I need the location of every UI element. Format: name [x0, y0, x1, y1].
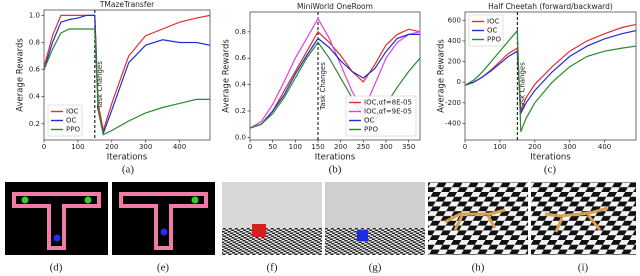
series-line [43, 14, 211, 131]
x-tick-label: 200 [528, 143, 541, 151]
tmaze-image [5, 182, 108, 255]
x-tick-label: 200 [334, 143, 347, 151]
legend-label: IOC [487, 18, 500, 26]
x-tick-label: 100 [493, 143, 506, 151]
legend-label: IOC [66, 108, 79, 116]
series-line [464, 29, 637, 132]
series-line [464, 30, 637, 116]
x-tick-label: 100 [71, 143, 84, 151]
y-tick-label: 0.8 [235, 28, 246, 36]
x-tick-label: 0 [248, 143, 252, 151]
legend-box [47, 104, 83, 137]
x-tick-label: 0 [463, 143, 467, 151]
annotation-text: Task Changes [96, 61, 104, 110]
tmaze-image [112, 182, 215, 255]
y-tick-label: 0.2 [235, 107, 246, 115]
legend-label: PPO [364, 126, 378, 134]
y-axis-label: Average Rewards [222, 39, 232, 113]
y-tick-label: -400 [445, 119, 461, 127]
y-tick-label: 0.6 [29, 66, 41, 74]
caption: (g) [369, 262, 382, 274]
y-axis-label: Average Rewards [16, 38, 26, 112]
y-tick-label: 400 [448, 37, 461, 45]
y-tick-label: 1.0 [29, 11, 40, 19]
series-line [249, 17, 421, 129]
y-tick-label: 0.8 [29, 39, 40, 47]
chart-title: Half Cheetah (forward/backward) [488, 2, 613, 11]
legend-label: OC [364, 117, 375, 125]
annotation-text: Task Changes [319, 62, 327, 111]
x-tick-label: 150 [311, 143, 324, 151]
series-line [43, 28, 210, 136]
miniworld-image [222, 182, 322, 255]
x-tick-label: 300 [379, 143, 392, 151]
plot-frame [43, 9, 211, 141]
cheetah-image [428, 182, 528, 255]
y-tick-label: 600 [448, 16, 461, 24]
y-axis-label: Average Rewards [437, 39, 447, 113]
chart-title: MiniWorld OneRoom [297, 2, 373, 11]
legend-label: IOC,αf=8E-05 [364, 99, 412, 107]
y-tick-label: 0.6 [235, 54, 247, 62]
y-tick-label: 0.0 [235, 133, 246, 141]
x-axis-label: Iterations [530, 153, 571, 163]
plot-frame [464, 11, 637, 141]
legend-label: PPO [66, 126, 80, 134]
miniworld-image [325, 182, 425, 255]
x-tick-label: 50 [268, 143, 277, 151]
y-tick-label: 0.4 [235, 81, 247, 89]
x-tick-label: 350 [402, 143, 415, 151]
y-tick-label: 0 [457, 78, 461, 86]
legend-label: OC [66, 117, 77, 125]
series-line [249, 33, 420, 129]
caption: (i) [578, 262, 589, 274]
annotation-text: Task Changes [518, 62, 526, 111]
x-tick-label: 200 [105, 143, 118, 151]
x-tick-label: 300 [139, 143, 152, 151]
legend-label: OC [487, 27, 498, 35]
x-tick-label: 100 [289, 143, 302, 151]
cheetah-image [531, 182, 636, 255]
y-tick-label: 200 [448, 58, 461, 66]
caption: (f) [267, 262, 278, 274]
x-tick-label: 400 [598, 143, 611, 151]
caption: (d) [50, 262, 63, 274]
x-axis-label: Iterations [315, 153, 356, 163]
y-tick-label: -200 [445, 99, 461, 107]
caption: (h) [472, 262, 485, 274]
x-tick-label: 300 [563, 143, 576, 151]
legend-label: PPO [487, 36, 501, 44]
caption: (b) [329, 164, 342, 176]
x-axis-label: Iterations [107, 153, 148, 163]
chart-title: TMazeTransfer [99, 0, 155, 9]
x-tick-label: 400 [173, 143, 186, 151]
legend-label: IOC,αf=9E-05 [364, 108, 412, 116]
x-tick-label: 0 [42, 143, 46, 151]
plot-frame [249, 11, 421, 141]
y-tick-label: 0.4 [29, 93, 41, 101]
caption: (a) [122, 164, 135, 176]
series-line [249, 28, 421, 129]
x-tick-label: 250 [357, 143, 370, 151]
caption: (e) [157, 262, 170, 274]
y-tick-label: 0.2 [29, 120, 40, 128]
caption: (c) [544, 164, 557, 176]
